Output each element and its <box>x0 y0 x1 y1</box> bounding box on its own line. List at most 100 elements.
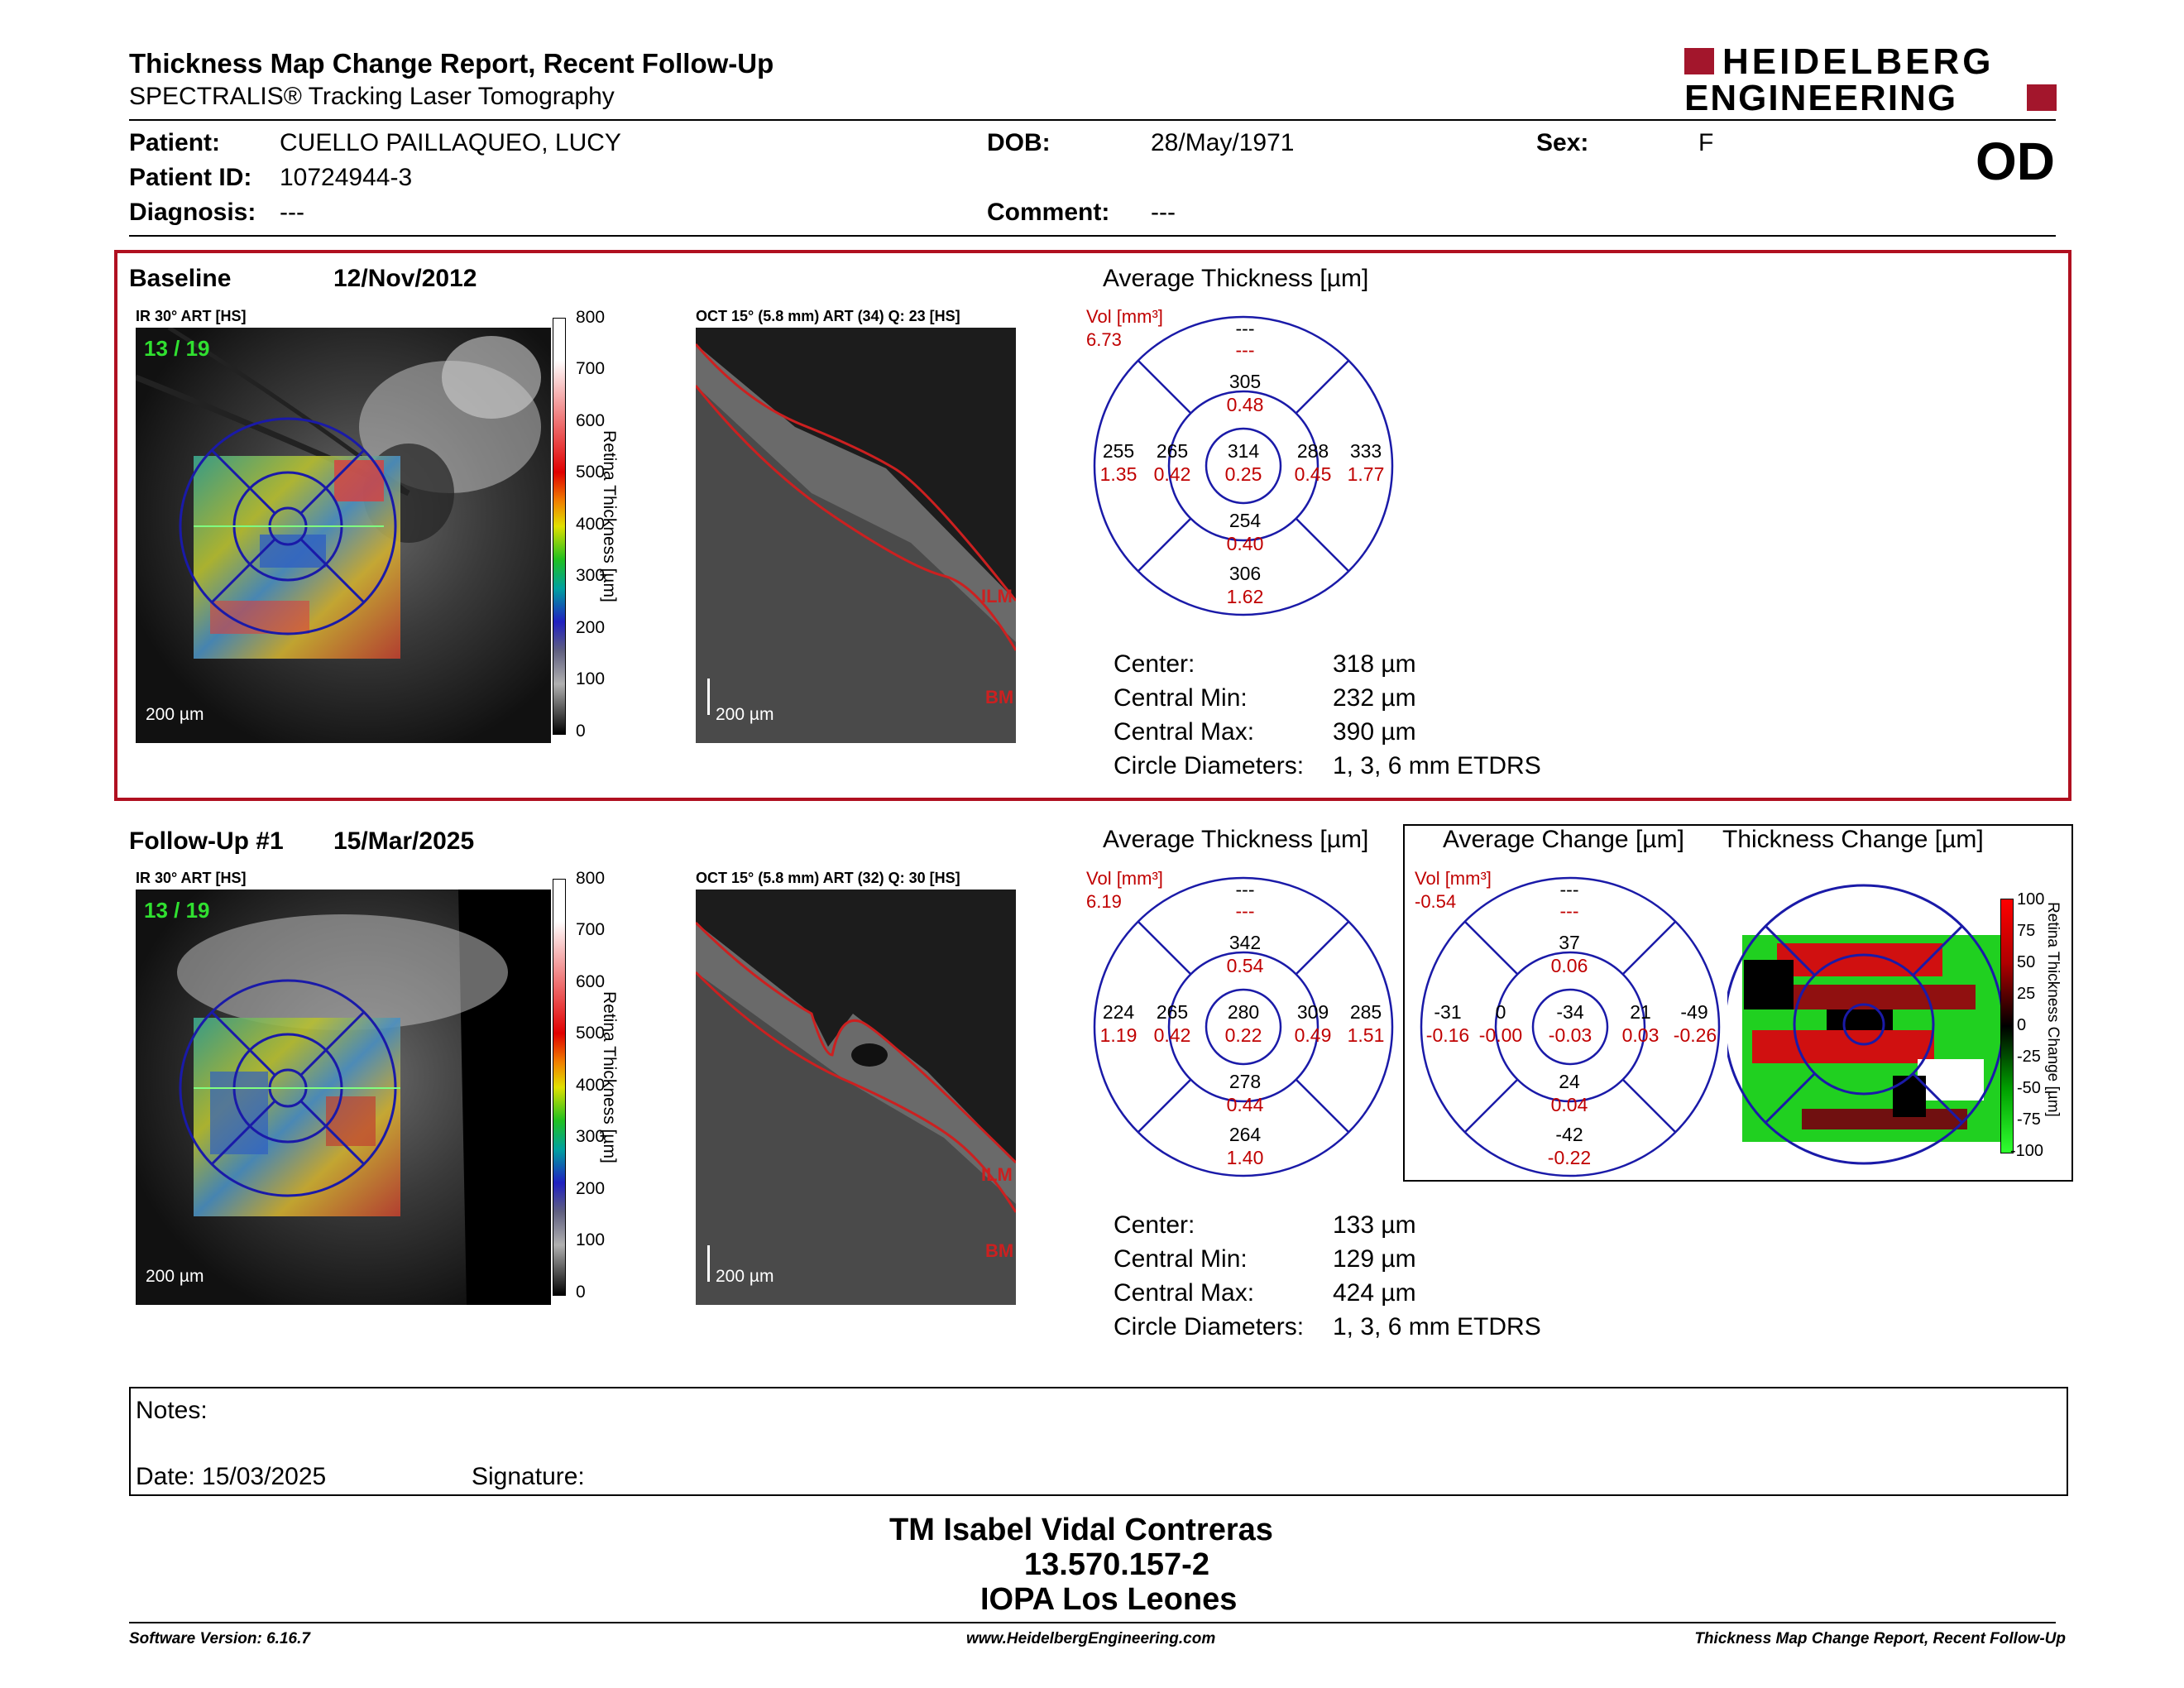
chg-cb-tick: 50 <box>2017 953 2036 971</box>
cb-tick: 300 <box>576 566 606 585</box>
etdrs-top-outer-vol: --- <box>1235 339 1255 361</box>
cb-tick: 200 <box>576 618 606 637</box>
baseline-stat-value: 390 µm <box>1333 718 1416 746</box>
patient-id-label: Patient ID: <box>129 164 252 191</box>
followup-date: 15/Mar/2025 <box>333 827 475 855</box>
chg-cb-tick: -25 <box>2017 1048 2041 1066</box>
chg-cb-tick: 75 <box>2017 922 2036 940</box>
followup-bm-label: BM <box>985 1240 1014 1261</box>
footer-divider <box>129 1622 2056 1623</box>
baseline-label: Baseline <box>129 265 232 292</box>
footer-website-link[interactable]: www.HeidelbergEngineering.com <box>966 1630 1216 1647</box>
etdrs-bottom-outer-vol: 1.62 <box>1226 586 1264 607</box>
cb-tick: 600 <box>576 972 606 991</box>
followup-ir-title: IR 30° ART [HS] <box>136 870 247 886</box>
cb-tick: 700 <box>576 359 606 378</box>
stamp-id: 13.570.157-2 <box>1024 1547 1209 1582</box>
chg-right-outer-vol: -0.26 <box>1673 1024 1717 1046</box>
chg-bottom-outer: -42 <box>1555 1124 1583 1145</box>
chg-bottom-inner-vol: 0.04 <box>1550 1094 1588 1115</box>
change-title: Average Change [µm] <box>1443 826 1684 853</box>
followup-label: Follow-Up #1 <box>129 827 284 855</box>
followup-ilm-label: ILM <box>981 1164 1013 1185</box>
followup-stat-value: 129 µm <box>1333 1245 1416 1273</box>
chg-right-inner: 21 <box>1630 1001 1651 1023</box>
fu-etdrs-bottom-outer: 264 <box>1228 1124 1262 1145</box>
baseline-oct-scale: 200 µm <box>716 705 774 724</box>
stamp-name: TM Isabel Vidal Contreras <box>889 1513 1273 1547</box>
baseline-ir-counter: 13 / 19 <box>144 336 210 361</box>
chg-cb-tick: -50 <box>2017 1079 2041 1097</box>
baseline-etdrs-grid <box>1093 315 1394 616</box>
baseline-stat-value: 1, 3, 6 mm ETDRS <box>1333 752 1541 779</box>
etdrs-left-outer: 255 <box>1102 440 1135 462</box>
cb-tick: 500 <box>576 463 606 482</box>
fu-etdrs-center-vol: 0.22 <box>1224 1024 1262 1046</box>
chg-left-outer: -31 <box>1434 1001 1462 1023</box>
cb-tick: 800 <box>576 869 606 888</box>
chg-left-inner-vol: -0.00 <box>1478 1024 1523 1046</box>
baseline-frame <box>114 250 2071 801</box>
cb-tick: 200 <box>576 1179 606 1198</box>
chg-center: -34 <box>1556 1001 1584 1023</box>
etdrs-right-inner: 288 <box>1296 440 1329 462</box>
followup-stat-label: Central Min: <box>1114 1245 1248 1273</box>
cb-tick: 100 <box>576 1230 606 1249</box>
etdrs-bottom-inner-vol: 0.40 <box>1226 533 1264 554</box>
stamp-institution: IOPA Los Leones <box>980 1582 1238 1617</box>
cb-tick: 400 <box>576 1076 606 1095</box>
chg-bottom-inner: 24 <box>1559 1071 1580 1092</box>
fu-etdrs-left-outer-vol: 1.19 <box>1099 1024 1138 1046</box>
logo-line-2: ENGINEERING <box>1684 78 1958 118</box>
fu-etdrs-bottom-inner: 278 <box>1228 1071 1262 1092</box>
baseline-vol-value: 6.73 <box>1086 329 1122 350</box>
baseline-stat-label: Central Min: <box>1114 684 1248 712</box>
footer-software-version: Software Version: 6.16.7 <box>129 1630 310 1647</box>
dob-value: 28/May/1971 <box>1151 129 1295 156</box>
chg-top-inner-vol: 0.06 <box>1550 955 1588 976</box>
baseline-oct-title: OCT 15° (5.8 mm) ART (34) Q: 23 [HS] <box>696 308 960 324</box>
etdrs-right-inner-vol: 0.45 <box>1294 463 1332 485</box>
etdrs-left-inner-vol: 0.42 <box>1153 463 1191 485</box>
baseline-date: 12/Nov/2012 <box>333 265 477 292</box>
cb-tick: 300 <box>576 1127 606 1146</box>
chg-top-inner: 37 <box>1559 932 1580 953</box>
fu-etdrs-center: 280 <box>1227 1001 1260 1023</box>
chg-cb-tick: 25 <box>2017 985 2036 1003</box>
baseline-bm-label: BM <box>985 687 1014 707</box>
patient-id: 10724944-3 <box>280 164 413 191</box>
followup-ir-counter: 13 / 19 <box>144 898 210 923</box>
followup-stat-label: Circle Diameters: <box>1114 1313 1305 1340</box>
sex-label: Sex: <box>1536 129 1589 156</box>
cb-tick: 600 <box>576 411 606 430</box>
fu-etdrs-left-inner-vol: 0.42 <box>1153 1024 1191 1046</box>
fu-etdrs-right-inner-vol: 0.49 <box>1294 1024 1332 1046</box>
cb-tick: 400 <box>576 515 606 534</box>
chg-left-inner: 0 <box>1495 1001 1506 1023</box>
chg-cb-tick: 100 <box>2017 890 2045 909</box>
followup-ir-image: 13 / 19 200 µm <box>136 890 551 1305</box>
sex-value: F <box>1698 129 1714 156</box>
baseline-ir-scale: 200 µm <box>146 705 204 724</box>
baseline-stat-label: Center: <box>1114 650 1195 678</box>
etdrs-center-vol: 0.25 <box>1224 463 1262 485</box>
fu-etdrs-bottom-outer-vol: 1.40 <box>1226 1147 1264 1168</box>
etdrs-center: 314 <box>1227 440 1260 462</box>
chg-left-outer-vol: -0.16 <box>1425 1024 1470 1046</box>
notes-box <box>129 1387 2068 1496</box>
chg-bottom-outer-vol: -0.22 <box>1547 1147 1592 1168</box>
fu-etdrs-top-inner: 342 <box>1228 932 1262 953</box>
followup-stat-value: 133 µm <box>1333 1211 1416 1239</box>
followup-stat-label: Central Max: <box>1114 1279 1255 1307</box>
followup-vol-label: Vol [mm³] <box>1086 868 1163 889</box>
baseline-ir-title: IR 30° ART [HS] <box>136 308 247 324</box>
header-divider <box>129 119 2056 121</box>
followup-avg-title: Average Thickness [µm] <box>1103 826 1369 853</box>
baseline-ir-image: 13 / 19 200 µm <box>136 328 551 743</box>
chg-top-outer: --- <box>1559 879 1579 900</box>
etdrs-bottom-inner: 254 <box>1228 510 1262 531</box>
etdrs-left-outer-vol: 1.35 <box>1099 463 1138 485</box>
logo-line-1: HEIDELBERG <box>1722 41 1995 82</box>
heidelberg-logo: HEIDELBERG ENGINEERING <box>1684 41 2057 118</box>
fu-etdrs-top-outer: --- <box>1235 879 1255 900</box>
